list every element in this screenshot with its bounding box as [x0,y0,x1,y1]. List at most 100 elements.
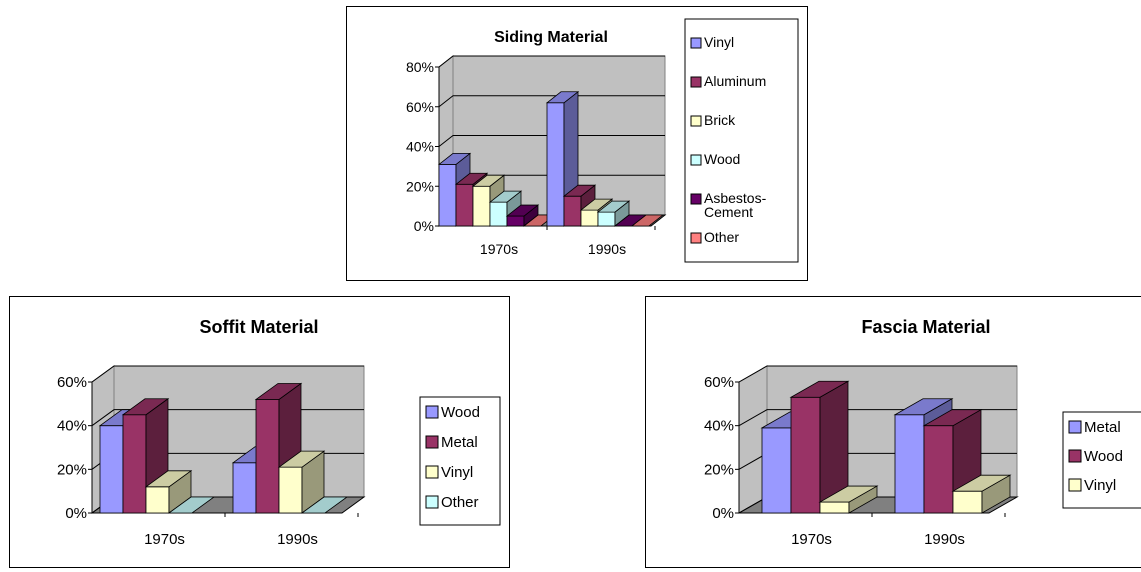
bar-wood-1970s-top [488,190,523,203]
y-tick-label: 60% [704,374,734,391]
chart-title: Soffit Material [199,317,318,337]
gridline [738,365,1017,383]
legend-label: Vinyl [704,34,734,50]
bar-wood-1990s-top [596,200,631,213]
y-tick-label: 60% [57,374,87,391]
legend-swatch [690,115,702,127]
bar-brick-1970s-top [471,174,506,187]
legend-swatch [690,193,702,205]
y-tick-label: 20% [57,461,87,478]
x-tick-label: 1970s [480,241,518,257]
x-tick-label: 1970s [144,531,185,548]
bar-brick-1990s-top [579,198,614,211]
legend-label: Vinyl [441,464,473,481]
bar-wood-1970s-top [789,380,850,398]
legend-label: Other [704,229,739,245]
bar-vinyl-1970s-top [818,485,879,503]
legend-label: Wood [1084,448,1123,465]
bar-vinyl-1970s [145,486,170,514]
y-tick-label: 80% [406,59,434,75]
bar-vinyl-1990s-top [545,91,580,104]
bar-vinyl-1990s [278,466,303,514]
y-tick-label: 20% [406,178,434,194]
y-tick-label: 0% [65,505,87,522]
bar-metal-1970s-top [121,398,170,416]
bar-vinyl-1990s [546,102,565,227]
siding-chart-frame: Siding Material 0% 20% 40% 60% 80% 1970s 1990s V… [346,6,808,281]
y-tick-label: 40% [57,418,87,435]
y-tick-label: 0% [712,505,734,522]
bar-aluminum-1970s [455,183,474,227]
legend-label: Aluminum [704,73,766,89]
gridline [438,55,665,68]
y-tick-label: 40% [406,139,434,155]
bar-metal-1990s-top [254,383,303,400]
bar-wood-1970s [489,201,508,227]
bar-vinyl-1990s [952,490,983,514]
chart-title: Fascia Material [861,317,990,337]
soffit-chart-frame: Soffit Material 0% 20% 40% 60% 1970s 1990s Wood… [9,296,510,568]
bar-aluminum-1970s-top [454,172,489,185]
legend-swatch [425,405,439,419]
legend-box [684,18,799,263]
bar-brick-1970s [472,185,491,227]
bar-wood-1970s [99,425,124,514]
legend-swatch [690,232,702,244]
bar-wood-1970s [790,396,821,514]
legend-swatch [425,435,439,449]
legend-label: Brick [704,112,736,128]
siding-chart: Siding Material 0% 20% 40% 60% 80% 1970s 1990s V… [406,18,799,263]
fascia-chart: Fascia Material 0% 20% 40% 60% 1970s 1990s Meta… [704,317,1141,548]
bar-vinyl-1970s [819,501,850,514]
bar-metal-1970s [122,414,147,514]
x-tick-label: 1990s [277,531,318,548]
bar-asbestos-cement-1970s-top [505,204,540,217]
bar-metal-1990s [255,399,280,514]
legend-label: Metal [1084,419,1121,436]
y-tick-label: 0% [414,218,434,234]
bar-vinyl-1970s-top [437,152,472,165]
fascia-chart-frame: Fascia Material 0% 20% 40% 60% 1970s 1990s Meta… [645,296,1141,568]
bar-brick-1990s [580,209,599,227]
bar-vinyl-1970s-top [144,470,193,488]
gridline [438,95,665,108]
bar-other-1990s-top [300,496,349,514]
legend-swatch [690,37,702,49]
bar-wood-1990s-top [922,409,983,427]
y-tick-label: 40% [704,418,734,435]
bar-aluminum-1990s [563,195,582,227]
legend-swatch [425,495,439,509]
legend-swatch [1068,420,1082,434]
bar-wood-1990s [923,425,954,514]
legend-swatch [690,154,702,166]
y-tick-label: 60% [406,99,434,115]
gridline [438,135,665,147]
bar-metal-1990s [894,414,925,514]
legend-label: Metal [441,434,478,451]
legend-label: Wood [704,151,740,167]
bar-wood-1990s [232,462,257,514]
bar-vinyl-1990s-top [277,450,326,468]
bar-asbestos-cement-1970s [506,215,525,227]
bar-vinyl-1990s-top [951,474,1012,492]
bar-other-1990s-top [630,214,665,227]
x-tick-label: 1990s [588,241,626,257]
chart-title: Siding Material [494,29,608,46]
x-tick-label: 1970s [791,531,832,548]
y-tick-label: 20% [704,461,734,478]
legend-label: Asbestos-Cement [704,190,767,220]
legend-swatch [1068,478,1082,492]
legend-label: Other [441,494,479,511]
bar-vinyl-1970s [438,163,457,227]
legend-swatch [425,465,439,479]
legend-label: Wood [441,404,480,421]
x-tick-label: 1990s [924,531,965,548]
legend-swatch [1068,449,1082,463]
bar-wood-1990s [597,211,616,227]
bar-aluminum-1990s-top [562,184,597,197]
bar-other-1970s-top [167,496,216,514]
gridline [91,365,364,383]
bar-metal-1990s-top [893,398,954,416]
legend-label: Vinyl [1084,477,1116,494]
soffit-chart: Soffit Material 0% 20% 40% 60% 1970s 1990s Wood… [57,317,501,548]
